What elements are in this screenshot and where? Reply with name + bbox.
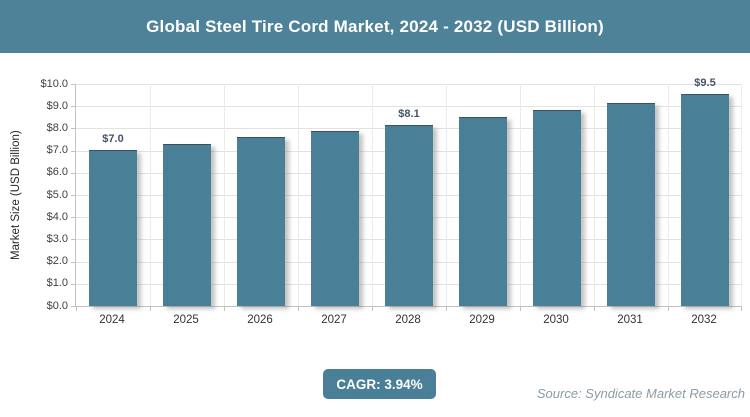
x-category-label: 2025 [173,314,199,326]
x-tick-mark [741,306,742,311]
y-tick-mark [71,84,76,85]
v-gridline [668,84,669,306]
x-category-label: 2032 [691,314,717,326]
y-tick-mark [71,283,76,285]
y-tick-label: $9.0 [46,99,68,112]
y-tick-mark [71,261,76,263]
x-tick-mark [520,306,521,311]
y-tick-mark [71,306,76,307]
v-gridline [446,84,447,306]
bar-2025 [163,144,211,306]
plot-area: $7.0 $8.1 $9.5 [71,77,742,311]
y-tick-label: $2.0 [46,255,68,268]
y-tick-label: $7.0 [46,144,68,157]
y-tick-label: $4.0 [46,210,68,223]
h-gridline [76,84,742,85]
x-tick-mark [298,306,299,311]
bar-2028 [385,125,433,306]
chart-title-bar: Global Steel Tire Cord Market, 2024 - 20… [0,0,750,53]
v-gridline [520,84,521,306]
v-gridline [298,84,299,306]
bar-value-label: $9.5 [694,77,716,90]
cagr-badge: CAGR: 3.94% [323,369,436,399]
x-tick-mark [594,306,595,311]
x-tick-mark [446,306,447,311]
bar-2024 [89,149,137,306]
source-text: Source: Syndicate Market Research [536,386,745,401]
y-tick-mark [71,195,76,196]
x-category-label: 2029 [469,314,495,326]
x-tick-mark [76,306,77,311]
y-tick-mark [71,239,76,241]
y-tick-label: $0.0 [46,299,68,312]
x-tick-mark [224,306,225,311]
y-tick-label: $6.0 [46,166,68,179]
x-tick-mark [150,306,151,311]
y-axis: $0.0 $1.0 $2.0 $3.0 $4.0 $5.0 $6.0 $7.0 $8.0 $9.0… [0,78,68,312]
y-tick-mark [71,106,76,108]
bar-2027 [311,130,359,306]
x-category-label: 2024 [99,314,125,326]
x-tick-mark [372,306,373,311]
x-category-label: 2026 [247,314,273,326]
bar-2030 [533,109,581,306]
y-tick-label: $1.0 [46,277,68,290]
x-category-label: 2031 [617,314,643,326]
chart-title: Global Steel Tire Cord Market, 2024 - 20… [146,16,604,36]
bar-2029 [459,117,507,306]
y-tick-label: $5.0 [46,188,68,201]
h-gridline [76,106,742,108]
v-gridline [224,84,225,306]
y-tick-label: $3.0 [46,232,68,245]
x-category-label: 2030 [543,314,569,326]
v-gridline [150,84,151,306]
x-category-label: 2028 [395,314,421,326]
x-axis: 2024 2025 2026 2027 2028 2029 2030 2031 2032 [75,314,741,326]
bar-2032 [681,94,729,306]
bar-value-label: $8.1 [398,108,420,121]
y-tick-mark [71,172,76,174]
bar-value-label: $7.0 [102,132,124,145]
y-tick-label: $10.0 [40,77,68,90]
bar-2031 [607,102,655,306]
v-gridline [372,84,373,306]
y-tick-mark [71,128,76,130]
x-tick-mark [668,306,669,311]
y-tick-mark [71,217,76,219]
bar-2026 [237,137,285,306]
x-category-label: 2027 [321,314,347,326]
v-gridline [741,84,742,306]
v-gridline [594,84,595,306]
y-tick-mark [71,150,76,152]
y-tick-label: $8.0 [46,121,68,134]
